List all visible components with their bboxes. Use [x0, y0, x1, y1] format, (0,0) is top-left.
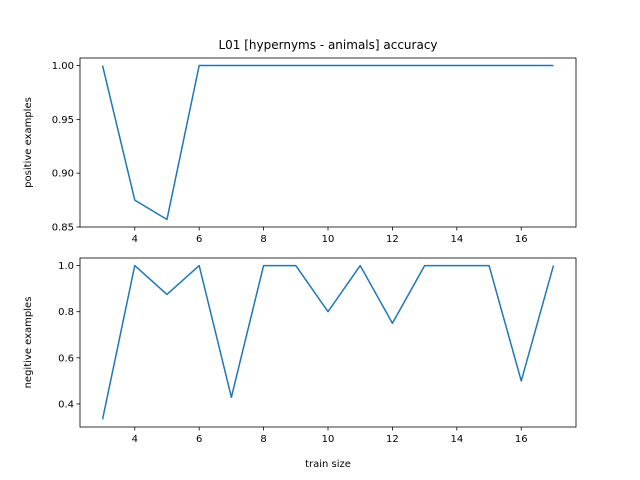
x-tick-label: 12: [386, 434, 399, 445]
x-axis-label: train size: [305, 459, 351, 470]
y-tick-label: 1.00: [52, 61, 74, 72]
x-tick-label: 14: [450, 434, 463, 445]
x-tick-label: 8: [260, 234, 266, 245]
x-tick-label: 14: [450, 234, 463, 245]
y-tick-label: 0.4: [58, 399, 74, 410]
y-axis-label: positive examples: [23, 97, 34, 188]
y-axis-label: negitive examples: [23, 297, 34, 389]
x-tick-label: 12: [386, 234, 399, 245]
x-tick-label: 8: [260, 434, 266, 445]
x-tick-label: 4: [132, 234, 138, 245]
top-subplot: 4 6 8 10 12 14 16 0.85 0.90 0.95 1.00 positive exam…: [23, 57, 577, 245]
axes-frame: [79, 57, 577, 228]
x-tick-label: 6: [196, 234, 202, 245]
y-tick-label: 0.95: [52, 115, 74, 126]
y-tick-label: 0.85: [52, 223, 74, 234]
y-tick-label: 0.90: [52, 169, 74, 180]
series-line: [101, 264, 555, 420]
x-tick-label: 16: [515, 434, 528, 445]
chart-title: L01 [hypernyms - animals] accuracy: [218, 38, 437, 52]
x-tick-label: 10: [322, 434, 335, 445]
y-tick-label: 0.8: [58, 307, 74, 318]
x-tick-label: 4: [132, 434, 138, 445]
x-tick-label: 16: [515, 234, 528, 245]
y-tick-label: 0.6: [58, 353, 74, 364]
series-line: [101, 64, 554, 221]
x-tick-label: 10: [322, 234, 335, 245]
x-tick-label: 6: [196, 434, 202, 445]
y-tick-label: 1.0: [58, 261, 74, 272]
bottom-subplot: 4 6 8 10 12 14 16 0.4 0.6 0.8 1.0 negitive examples: [23, 257, 577, 445]
